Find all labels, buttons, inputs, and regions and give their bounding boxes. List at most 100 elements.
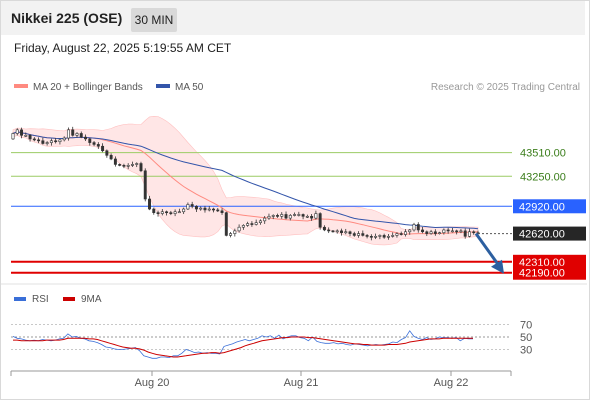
level-label: 42190.00: [519, 268, 565, 280]
candle-body: [186, 204, 190, 210]
candle-body: [152, 208, 156, 213]
candle-body: [105, 150, 109, 156]
candle-body: [169, 212, 173, 214]
time-tick-label: Aug 21: [284, 377, 319, 389]
candle-body: [352, 233, 356, 236]
candle-body: [391, 235, 395, 237]
candle-body: [71, 129, 75, 136]
candle-body: [310, 215, 314, 219]
candle-body: [139, 163, 143, 172]
time-tick-label: Aug 20: [135, 377, 170, 389]
candle-body: [126, 165, 130, 167]
candle-body: [438, 232, 442, 234]
candle-body: [455, 230, 459, 233]
candle-body: [467, 231, 471, 237]
level-tag: [513, 254, 586, 269]
candle-body: [369, 236, 373, 238]
candle-body: [156, 212, 160, 214]
candle-body: [118, 164, 122, 166]
ma50-line: [12, 131, 479, 230]
candle-body: [425, 231, 429, 234]
candle-body: [399, 233, 403, 235]
candle-body: [92, 142, 96, 145]
candle-body: [173, 211, 177, 214]
candle-body: [84, 136, 87, 140]
last-price-label: 42620.00: [519, 229, 565, 241]
legend-swatch-rsi: [14, 297, 26, 301]
candle-body: [28, 135, 32, 140]
candle-body: [293, 214, 297, 216]
candle-body: [297, 214, 301, 216]
candle-body: [361, 233, 365, 236]
rsi-tick-label: 50: [520, 332, 532, 344]
candle-body: [11, 133, 15, 140]
level-tag: [513, 199, 586, 214]
level-label: 42920.00: [519, 201, 565, 213]
candle-body: [421, 229, 425, 233]
candle-body: [101, 145, 105, 152]
candle-body: [20, 129, 24, 136]
candle-body: [246, 223, 250, 226]
candle-body: [288, 215, 292, 219]
candle-body: [271, 215, 275, 217]
candle-body: [318, 213, 322, 228]
level-label: 43510.00: [520, 148, 566, 160]
timestamp: Friday, August 22, 2025 5:19:55 AM CET: [14, 41, 232, 55]
candle-body: [190, 204, 194, 207]
legend-swatch-ma50: [156, 84, 170, 88]
candle-body: [344, 231, 348, 234]
candle-body: [233, 230, 237, 234]
candle-body: [135, 163, 139, 165]
candle-body: [331, 230, 335, 233]
candle-body: [203, 207, 207, 211]
candle-body: [340, 230, 343, 233]
candle-body: [58, 139, 62, 142]
level-tag: [513, 265, 586, 280]
candle-body: [224, 212, 228, 236]
candle-body: [96, 144, 100, 147]
instrument-title: Nikkei 225 (OSE): [11, 10, 123, 26]
candle-body: [143, 170, 147, 200]
candle-body: [177, 211, 181, 214]
candle-body: [429, 231, 433, 234]
candle-body: [237, 226, 241, 232]
legend-label-9ma: 9MA: [81, 294, 102, 305]
candle-body: [284, 214, 288, 219]
candle-body: [433, 231, 437, 234]
candle-body: [54, 140, 58, 143]
candle-body: [194, 205, 198, 210]
candle-body: [24, 135, 28, 137]
candle-body: [472, 231, 476, 234]
legend-label-rsi: RSI: [32, 294, 49, 305]
watermark: Research © 2025 Trading Central: [431, 82, 580, 93]
candle-body: [113, 158, 117, 165]
candle-body: [450, 230, 454, 233]
candle-body: [374, 236, 378, 238]
timeframe-button[interactable]: 30 MIN: [131, 8, 177, 32]
legend-label-ma20: MA 20 + Bollinger Bands: [33, 82, 143, 93]
candle-body: [335, 230, 339, 233]
candle-body: [378, 235, 382, 237]
candle-body: [207, 208, 211, 211]
candle-body: [382, 235, 386, 238]
candle-body: [37, 139, 41, 142]
candle-body: [41, 140, 45, 144]
candle-body: [327, 229, 331, 232]
candle-body: [241, 225, 245, 228]
candle-body: [220, 210, 224, 213]
candle-body: [280, 214, 284, 217]
last-price-tag: [513, 226, 586, 241]
rsi-tick-label: 70: [520, 320, 532, 332]
candle-body: [15, 129, 19, 134]
candle-body: [301, 214, 305, 217]
candle-body: [276, 215, 279, 217]
candle-body: [263, 217, 267, 222]
candle-body: [122, 165, 126, 167]
header-bar: Nikkei 225 (OSE) 30 MIN: [1, 1, 585, 35]
candle-body: [250, 223, 254, 225]
candle-body: [49, 140, 53, 143]
candle-body: [32, 138, 36, 141]
candle-body: [62, 137, 66, 141]
candle-body: [322, 226, 326, 231]
candle-body: [395, 233, 399, 236]
